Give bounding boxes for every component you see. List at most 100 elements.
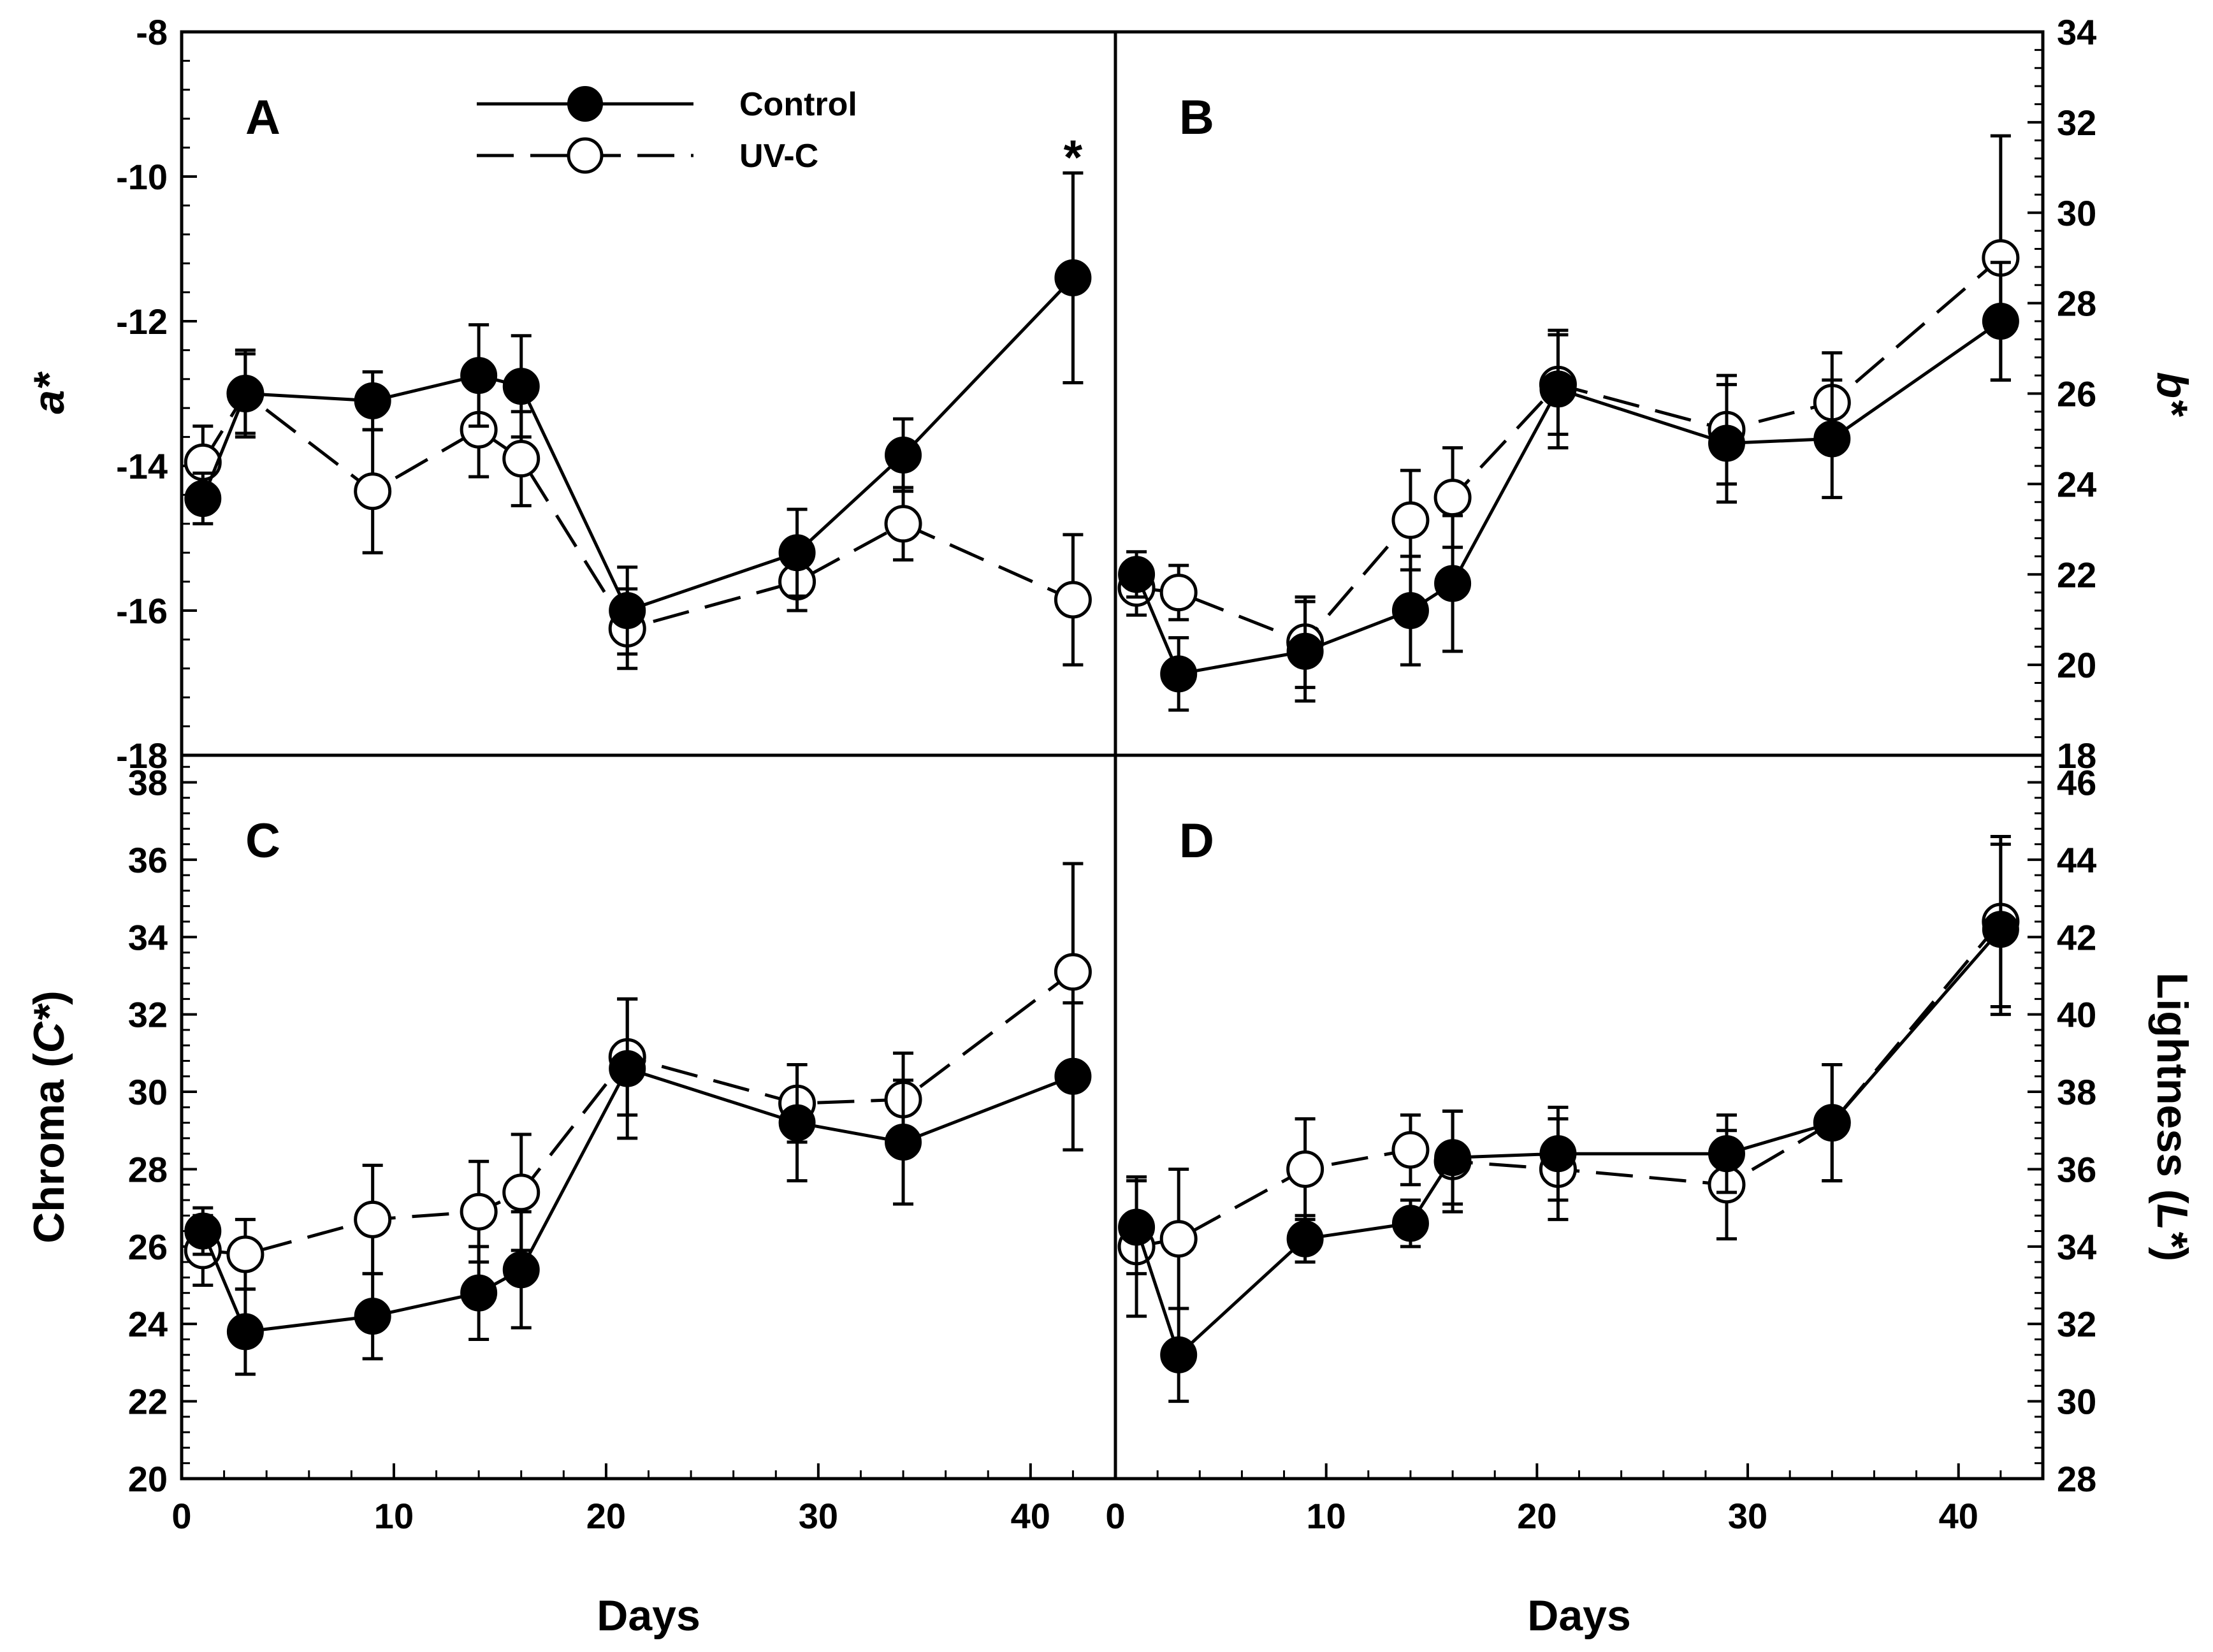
panel-d-control-point [1286, 1220, 1324, 1257]
panel-b-control-point [1160, 655, 1198, 693]
panel-d-xtick-label: 0 [1105, 1496, 1125, 1536]
panel-c-ylabel: Chroma (C*) [25, 990, 73, 1243]
panel-b-ytick-label: 26 [2057, 374, 2096, 414]
panel-b-ytick-label: 34 [2057, 12, 2096, 52]
panel-c-xtick-label: 20 [586, 1496, 626, 1536]
legend-uvc-label: UV-C [739, 138, 818, 175]
panel-d-xtick-label: 40 [1939, 1496, 1978, 1536]
xlabel-right: Days [1527, 1591, 1631, 1640]
panel-d-control-point [1391, 1205, 1429, 1242]
panel-c-ytick-label: 30 [128, 1072, 168, 1112]
panel-d-control-point [1434, 1139, 1472, 1177]
panel-d-ytick-label: 30 [2057, 1382, 2096, 1422]
panel-a-ytick-label: -8 [136, 12, 168, 52]
panel-c-control-point [354, 1298, 391, 1335]
panel-d-xtick-label: 20 [1517, 1496, 1556, 1536]
panel-b-ytick-label: 22 [2057, 554, 2096, 595]
panel-b-uvc-point [1391, 501, 1430, 539]
panel-a-series-uvc-line [201, 391, 1074, 631]
panel-b-ytick-label: 32 [2057, 103, 2096, 143]
panel-c-uvc-point [354, 1200, 392, 1238]
panel-b-uvc-point [1433, 479, 1472, 517]
panel-d-uvc-point [1159, 1220, 1198, 1258]
panel-a-control-point [502, 368, 540, 405]
panel-c-control-point [502, 1251, 540, 1289]
panel-d-letter: D [1179, 814, 1214, 868]
panel-d-uvc-point [1286, 1150, 1324, 1188]
panel-a-letter: A [245, 91, 280, 145]
panel-c-uvc-point [1054, 953, 1092, 991]
panel-c-control-point [460, 1274, 498, 1312]
panel-d-ylabel: Lightness (L*) [2148, 973, 2196, 1261]
panel-a-ytick-label: -18 [116, 735, 168, 776]
legend: Control UV-C [477, 86, 857, 175]
panel-d-ytick-label: 44 [2057, 840, 2096, 880]
panel-b-ytick-label: 28 [2057, 284, 2096, 324]
panel-a-uvc-point [1054, 581, 1092, 619]
panel-c-uvc-point [460, 1192, 498, 1231]
panel-c-control-point [609, 1050, 646, 1087]
panel-a-control-point [885, 436, 922, 474]
text-layer: -18 -16 -14 -12 -10 -8 A * a* 18 20 22 24 26 28 30 32 34 B… [25, 12, 2196, 1640]
panel-d-control-point [1708, 1135, 1745, 1173]
panel-c-xtick-label: 0 [171, 1496, 191, 1536]
panel-b-ylabel: b* [2148, 372, 2196, 418]
panel-a-significance-asterisk: * [1064, 131, 1083, 185]
panel-d-xtick-label: 30 [1728, 1496, 1767, 1536]
panel-b-ytick-label: 24 [2057, 464, 2096, 504]
legend-uvc-marker [567, 137, 604, 174]
panel-d-control-point [1118, 1208, 1156, 1246]
panel-d-ytick-label: 36 [2057, 1149, 2096, 1189]
panel-b-control-point [1708, 424, 1745, 462]
panel-c-ytick-label: 32 [128, 995, 168, 1035]
panel-a-control-point [1054, 259, 1092, 296]
panel-b-uvc-point [1159, 574, 1198, 612]
panel-c-uvc-point [502, 1173, 541, 1212]
panel-a-ylabel: a* [25, 371, 73, 414]
legend-control-marker [567, 86, 603, 122]
panel-c-control-point [885, 1123, 922, 1161]
panel-c-ytick-label: 26 [128, 1227, 168, 1267]
panel-c-xtick-label: 30 [799, 1496, 838, 1536]
panel-c-control-point [1054, 1057, 1092, 1095]
panel-d-ytick-label: 46 [2057, 762, 2096, 802]
panel-c-xtick-label: 10 [374, 1496, 414, 1536]
panel-a-control-point [354, 382, 391, 419]
panel-d-control-point [1982, 911, 2019, 948]
panel-frames [180, 30, 2045, 1481]
panel-d-ytick-label: 28 [2057, 1459, 2096, 1499]
panel-a-ytick-label: -14 [116, 446, 168, 486]
data-layer [184, 134, 2020, 1403]
panel-a-uvc-point [502, 440, 541, 478]
panel-c-control-point [226, 1313, 264, 1351]
panel-b-ytick-label: 18 [2057, 735, 2096, 776]
panel-c-ytick-label: 20 [128, 1459, 168, 1499]
panel-d-uvc-point [1391, 1131, 1430, 1169]
panel-a-uvc-point [884, 505, 922, 543]
panel-c-ytick-label: 28 [128, 1149, 168, 1189]
panel-d-ytick-label: 42 [2057, 917, 2096, 957]
panel-c-ytick-label: 24 [128, 1304, 168, 1344]
panel-c-letter: C [245, 814, 280, 868]
panel-c-control-point [184, 1212, 222, 1250]
panel-d-ytick-label: 40 [2057, 995, 2096, 1035]
panel-b-control-point [1813, 420, 1851, 458]
panel-c-ytick-label: 36 [128, 840, 168, 880]
panel-b-letter: B [1179, 91, 1214, 145]
xlabel-left: Days [597, 1591, 700, 1640]
panel-c-uvc-point [226, 1235, 265, 1273]
panel-c-ytick-label: 38 [128, 762, 168, 802]
panel-a-control-point [609, 592, 646, 629]
panel-d-control-point [1539, 1135, 1577, 1173]
panel-a-ytick-label: -12 [116, 301, 168, 342]
panel-d-ytick-label: 32 [2057, 1304, 2096, 1344]
panel-c-control-point [778, 1104, 816, 1141]
panel-b-control-point [1539, 370, 1577, 408]
legend-control-label: Control [739, 86, 857, 123]
panel-c-ytick-label: 34 [128, 917, 168, 957]
panel-a-control-point [778, 534, 816, 572]
panel-d-control-point [1160, 1336, 1198, 1373]
panel-a-control-point [226, 375, 264, 412]
